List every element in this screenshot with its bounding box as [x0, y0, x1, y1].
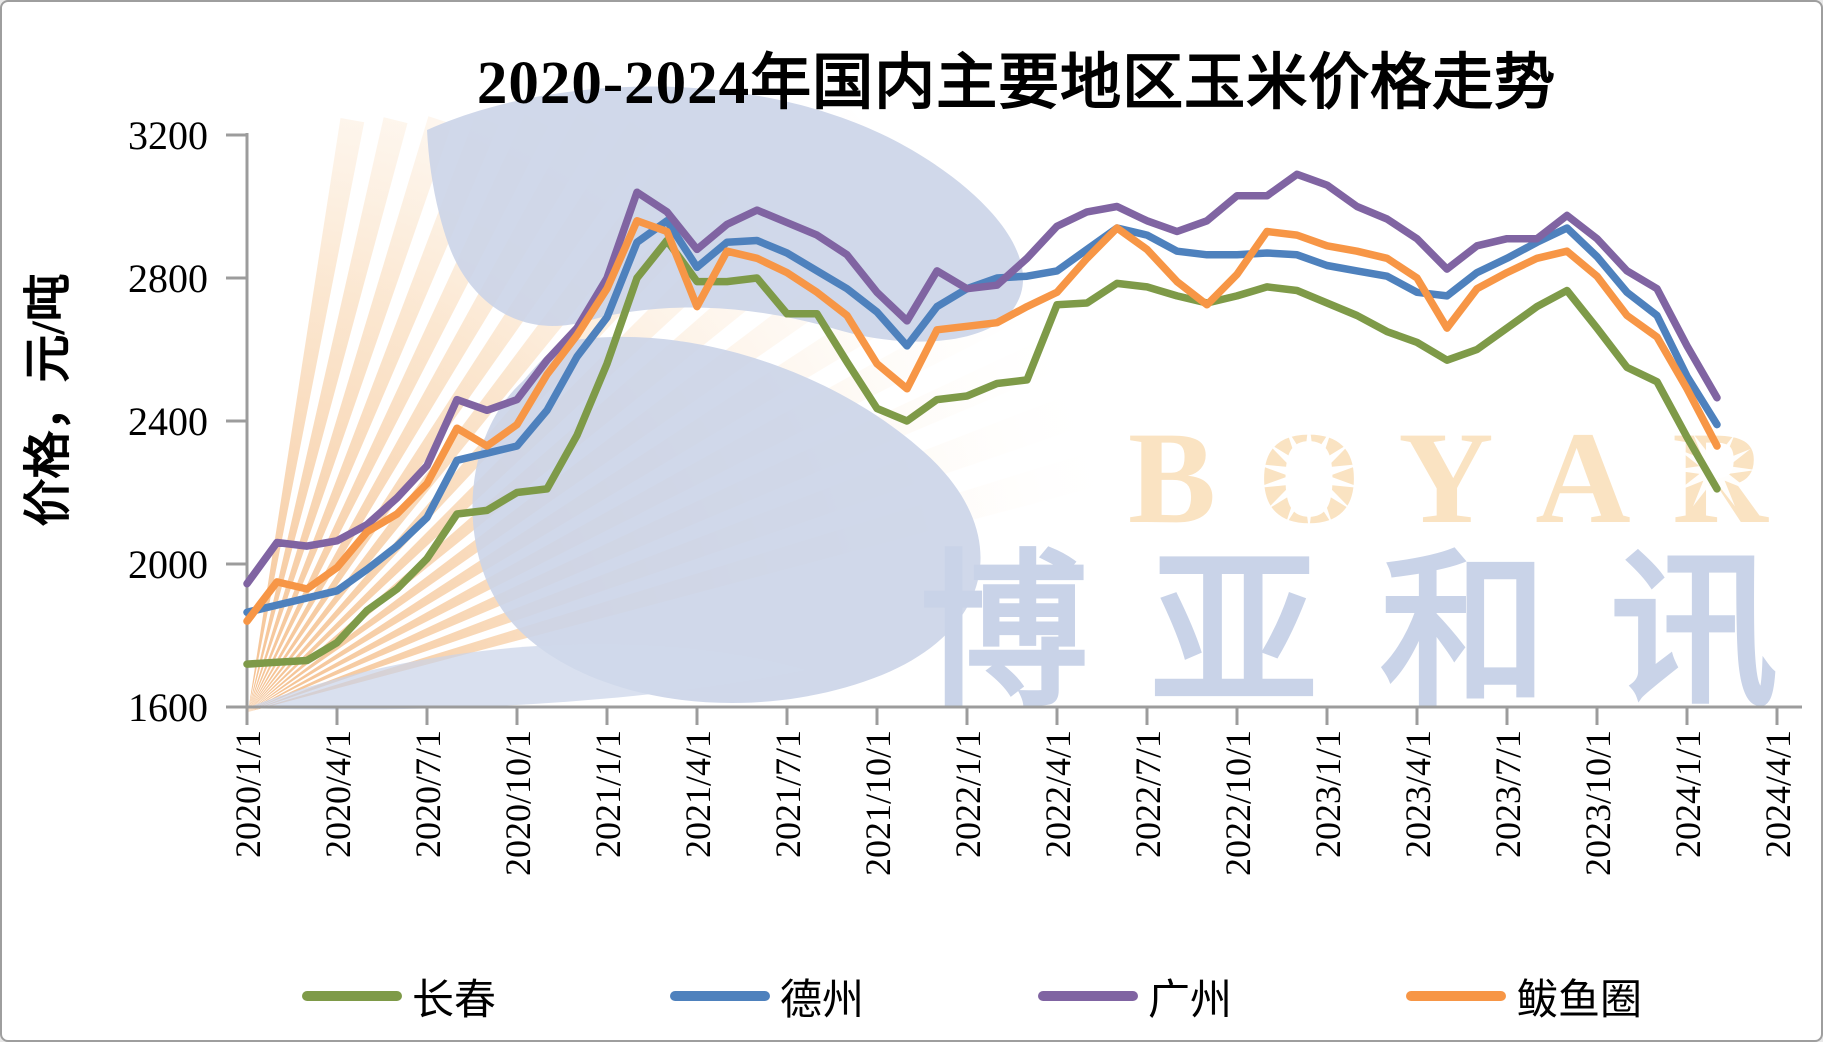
legend-label: 鲅鱼圈 — [1515, 977, 1642, 1024]
y-axis-ticks: 3200 2800 2400 2000 1600 — [128, 113, 247, 730]
x-tick-label: 2023/10/1 — [1578, 730, 1618, 876]
legend: 长春 德州 广州 鲅鱼圈 — [302, 964, 1642, 1028]
y-tick-label: 3200 — [128, 113, 208, 158]
y-axis-title: 价格，元/吨 — [22, 273, 75, 526]
series-lines — [243, 170, 1721, 668]
legend-item-长春: 长春 — [302, 966, 496, 1027]
watermark-letter: A — [1535, 404, 1630, 551]
x-tick-label: 2022/10/1 — [1218, 730, 1258, 876]
watermark-ray — [248, 118, 365, 712]
watermark-letter: B — [1128, 404, 1216, 551]
x-tick-label: 2021/10/1 — [858, 730, 898, 876]
legend-item-德州: 德州 — [669, 966, 864, 1027]
watermark-ray — [248, 115, 499, 713]
watermark-swoosh-logo — [247, 86, 1024, 710]
chart-title: 2020-2024年国内主要地区玉米价格走势 — [476, 50, 1557, 117]
watermark-letter: Y — [1398, 404, 1493, 551]
x-tick-label: 2024/1/1 — [1668, 730, 1708, 858]
legend-swatch-icon — [302, 991, 402, 1001]
legend-label: 广州 — [1147, 977, 1232, 1024]
x-tick-label: 2022/1/1 — [948, 730, 988, 858]
x-tick-label: 2023/4/1 — [1398, 730, 1438, 858]
legend-swatch-icon — [669, 991, 770, 1001]
legend-label: 德州 — [779, 977, 864, 1024]
legend-swatch-icon — [1037, 991, 1138, 1001]
legend-label: 长春 — [412, 977, 497, 1024]
x-tick-label: 2021/1/1 — [588, 730, 628, 858]
y-tick-label: 1600 — [128, 685, 208, 730]
legend-swatch-icon — [1405, 991, 1506, 1001]
y-tick-label: 2000 — [128, 542, 208, 587]
series-line-鲅鱼圈 — [243, 217, 1721, 625]
series-line-广州 — [243, 170, 1721, 588]
x-tick-label: 2024/4/1 — [1758, 730, 1798, 858]
x-tick-label: 2021/7/1 — [768, 730, 808, 858]
watermark-ray — [248, 116, 453, 713]
x-axis-ticks: 2020/1/1 2020/4/1 2020/7/1 2020/10/1 2021/1/… — [228, 707, 1798, 876]
x-tick-label: 2020/7/1 — [408, 730, 448, 858]
y-tick-label: 2800 — [128, 256, 208, 301]
x-tick-label: 2023/7/1 — [1488, 730, 1528, 858]
x-tick-label: 2020/4/1 — [318, 730, 358, 858]
x-tick-label: 2022/7/1 — [1128, 730, 1168, 858]
watermark-brand-latin: BOYAR — [1128, 404, 1769, 551]
legend-item-广州: 广州 — [1037, 966, 1232, 1027]
watermark-brand-cjk: 博亚和讯 — [920, 541, 1823, 727]
x-tick-label: 2022/4/1 — [1038, 730, 1078, 858]
x-tick-label: 2020/10/1 — [498, 730, 538, 876]
sunburst-small-icon — [1672, 428, 1756, 512]
x-tick-label: 2020/1/1 — [228, 730, 268, 858]
legend-item-鲅鱼圈: 鲅鱼圈 — [1405, 966, 1642, 1027]
series-line-长春 — [243, 236, 1721, 668]
x-tick-label: 2023/1/1 — [1308, 730, 1348, 858]
watermark-ray — [248, 117, 408, 712]
y-tick-label: 2400 — [128, 399, 208, 444]
sunburst-icon — [1255, 421, 1363, 531]
x-tick-label: 2021/4/1 — [678, 730, 718, 858]
